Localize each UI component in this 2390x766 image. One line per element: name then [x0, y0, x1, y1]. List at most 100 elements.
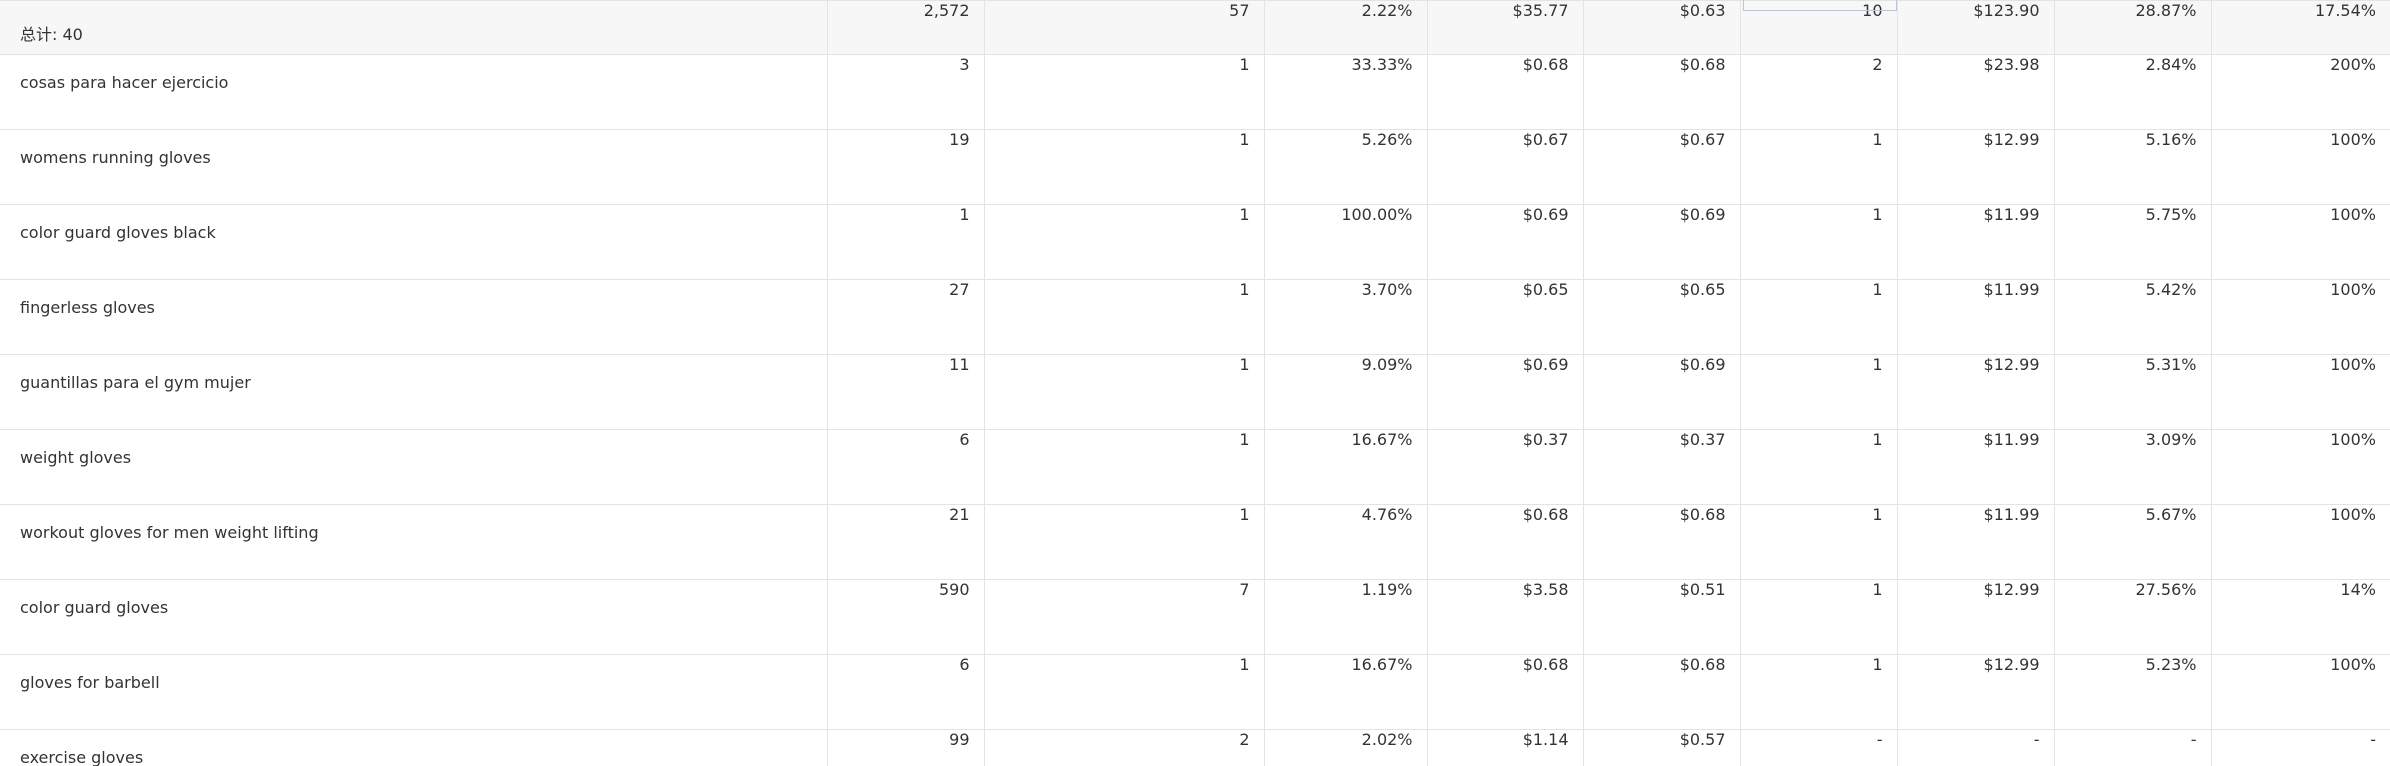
- keyword-cell: color guard gloves black: [0, 204, 828, 280]
- metric-cell: 1: [1740, 354, 1898, 430]
- keyword-cell: color guard gloves: [0, 579, 828, 655]
- metric-cell: 1: [1740, 429, 1898, 505]
- metric-cell: 16.67%: [1264, 654, 1428, 730]
- metric-cell: 1: [1740, 579, 1898, 655]
- table-row[interactable]: cosas para hacer ejercicio 3 1 33.33% $0.68 $…: [0, 54, 2390, 130]
- metric-cell: 33.33%: [1264, 54, 1428, 130]
- metric-cell: $0.68: [1427, 54, 1584, 130]
- metric-cell: 4.76%: [1264, 504, 1428, 580]
- metric-cell: $1.14: [1427, 729, 1584, 766]
- metric-cell: $0.68: [1427, 654, 1584, 730]
- metric-cell: 1: [1740, 654, 1898, 730]
- total-cell: 57: [984, 0, 1265, 55]
- metric-cell: 1: [984, 354, 1265, 430]
- keyword-cell: gloves for barbell: [0, 654, 828, 730]
- metric-cell: 2.02%: [1264, 729, 1428, 766]
- metric-cell: 27: [827, 279, 985, 355]
- metric-cell: 1: [984, 279, 1265, 355]
- metric-cell: 1: [1740, 279, 1898, 355]
- metric-cell: 9.09%: [1264, 354, 1428, 430]
- metric-cell: 1: [1740, 204, 1898, 280]
- metric-cell: $12.99: [1897, 654, 2055, 730]
- total-cell: $123.90: [1897, 0, 2055, 55]
- metric-cell: $0.67: [1427, 129, 1584, 205]
- table-row[interactable]: guantillas para el gym mujer 11 1 9.09% $0.6…: [0, 354, 2390, 430]
- table-row[interactable]: gloves for barbell 6 1 16.67% $0.68 $0.68 1 $12…: [0, 654, 2390, 730]
- metric-cell: 5.23%: [2054, 654, 2212, 730]
- metric-cell: 200%: [2211, 54, 2390, 130]
- metric-cell: 6: [827, 654, 985, 730]
- metric-cell: 6: [827, 429, 985, 505]
- metric-cell: -: [2211, 729, 2390, 766]
- metric-cell: 1: [984, 129, 1265, 205]
- total-row: 总计: 40 2,572 57 2.22% $35.77 $0.63 10 $1…: [0, 0, 2390, 55]
- total-cell: 17.54%: [2211, 0, 2390, 55]
- metric-cell: 100%: [2211, 129, 2390, 205]
- metric-cell: 3: [827, 54, 985, 130]
- keyword-cell: fingerless gloves: [0, 279, 828, 355]
- metric-cell: 1: [984, 204, 1265, 280]
- metric-cell: 1: [1740, 504, 1898, 580]
- table-row[interactable]: color guard gloves black 1 1 100.00% $0.69 $0…: [0, 204, 2390, 280]
- metric-cell: -: [1897, 729, 2055, 766]
- table-row[interactable]: weight gloves 6 1 16.67% $0.37 $0.37 1 $11.99 3.…: [0, 429, 2390, 505]
- metric-cell: $23.98: [1897, 54, 2055, 130]
- metric-cell: 7: [984, 579, 1265, 655]
- metric-cell: 1.19%: [1264, 579, 1428, 655]
- total-cell: 2,572: [827, 0, 985, 55]
- keyword-cell: womens running gloves: [0, 129, 828, 205]
- metric-cell: 5.42%: [2054, 279, 2212, 355]
- metric-cell: 2: [1740, 54, 1898, 130]
- table-row[interactable]: exercise gloves 99 2 2.02% $1.14 $0.57- - - -: [0, 729, 2390, 766]
- metric-cell: 100%: [2211, 279, 2390, 355]
- metric-cell: $12.99: [1897, 129, 2055, 205]
- table-row[interactable]: workout gloves for men weight lifting 21 1…: [0, 504, 2390, 580]
- metric-cell: 5.67%: [2054, 504, 2212, 580]
- total-cell: 10: [1740, 0, 1898, 55]
- metric-cell: 1: [984, 504, 1265, 580]
- metric-cell: 99: [827, 729, 985, 766]
- metric-cell: 5.16%: [2054, 129, 2212, 205]
- table-row[interactable]: fingerless gloves 27 1 3.70% $0.65 $0.65 1 $11.…: [0, 279, 2390, 355]
- total-cell: 28.87%: [2054, 0, 2212, 55]
- metric-cell: 1: [827, 204, 985, 280]
- keyword-cell: cosas para hacer ejercicio: [0, 54, 828, 130]
- keyword-cell: exercise gloves: [0, 729, 828, 766]
- metric-cell: $11.99: [1897, 204, 2055, 280]
- table-row[interactable]: womens running gloves 19 1 5.26% $0.67 $0.67 1…: [0, 129, 2390, 205]
- keyword-cell: workout gloves for men weight lifting: [0, 504, 828, 580]
- metric-cell: $12.99: [1897, 579, 2055, 655]
- keyword-cell: weight gloves: [0, 429, 828, 505]
- metric-cell: $0.37: [1427, 429, 1584, 505]
- metric-cell: 3.70%: [1264, 279, 1428, 355]
- total-cell: $35.77: [1427, 0, 1584, 55]
- metric-cell: 1: [984, 429, 1265, 505]
- metric-cell: 2: [984, 729, 1265, 766]
- metric-cell: $0.69: [1427, 354, 1584, 430]
- metric-cell: $0.68: [1583, 504, 1741, 580]
- metric-cell: 14%: [2211, 579, 2390, 655]
- metric-cell: 19: [827, 129, 985, 205]
- metric-cell: 100%: [2211, 204, 2390, 280]
- metric-cell: 1: [984, 54, 1265, 130]
- metric-cell: 1: [1740, 129, 1898, 205]
- metric-cell: $11.99: [1897, 429, 2055, 505]
- metric-cell: 1: [984, 654, 1265, 730]
- table-row[interactable]: color guard gloves 590 7 1.19% $3.58 $0.51 1 $1…: [0, 579, 2390, 655]
- metric-cell: $0.68: [1427, 504, 1584, 580]
- metric-cell: $0.69: [1583, 354, 1741, 430]
- metric-cell: $0.65: [1583, 279, 1741, 355]
- metric-cell: 11: [827, 354, 985, 430]
- metric-cell: 100.00%: [1264, 204, 1428, 280]
- metric-cell: 5.75%: [2054, 204, 2212, 280]
- metric-cell: $3.58: [1427, 579, 1584, 655]
- total-cell: 2.22%: [1264, 0, 1428, 55]
- metric-cell: 27.56%: [2054, 579, 2212, 655]
- keyword-cell: guantillas para el gym mujer: [0, 354, 828, 430]
- metric-cell: $0.68: [1583, 54, 1741, 130]
- metric-cell: $0.69: [1427, 204, 1584, 280]
- metric-cell: 2.84%: [2054, 54, 2212, 130]
- metric-cell: 590: [827, 579, 985, 655]
